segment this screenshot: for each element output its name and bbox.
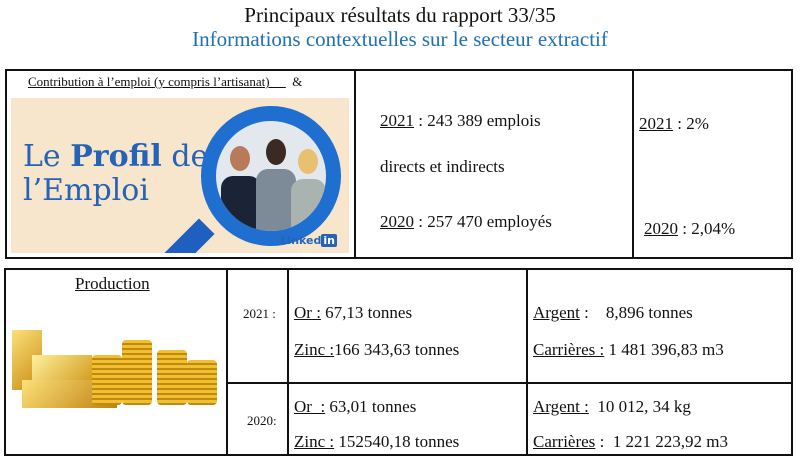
employment-heading-row: Contribution à l’emploi (y compris l’art… xyxy=(28,74,302,90)
production-heading-cell: Production xyxy=(75,274,150,294)
employment-heading: Contribution à l’emploi (y compris l’art… xyxy=(28,74,270,89)
gold-bars-coins-image xyxy=(12,325,217,410)
gold-2020: Or : 63,01 tonnes xyxy=(294,397,417,416)
linkedin-logo: Linked in xyxy=(280,234,337,247)
share-2021: 2021 : 2% xyxy=(639,114,709,133)
row-divider xyxy=(226,382,793,384)
linkedin-profile-image: Le Profil de l’Emploi Linked in xyxy=(11,98,349,253)
zinc-2020: Zinc : 152540,18 tonnes xyxy=(294,432,460,451)
employment-2020: 2020 : 257 470 employés xyxy=(380,212,552,231)
page-subtitle: Informations contextuelles sur le secteu… xyxy=(192,27,608,51)
column-divider xyxy=(226,268,228,456)
silver-2020: Argent : 10 012, 34 kg xyxy=(533,397,691,416)
employment-2021-detail: directs et indirects xyxy=(380,157,505,176)
magnifier-handle-icon xyxy=(149,218,215,253)
employment-heading-suffix: & xyxy=(292,74,303,89)
quarries-2020: Carrières : 1 221 223,92 m3 xyxy=(533,432,729,451)
silver-2021: Argent : 8,896 tonnes xyxy=(533,303,693,322)
year-2021: 2021 : xyxy=(243,306,276,321)
quarries-2021: Carrières : 1 481 396,83 m3 xyxy=(533,340,724,359)
column-divider xyxy=(287,268,289,456)
year-2020: 2020: xyxy=(247,413,277,428)
employment-table xyxy=(5,69,793,259)
zinc-2021: Zinc :166 343,63 tonnes xyxy=(294,340,460,359)
employment-2021: 2021 : 243 389 emplois xyxy=(380,111,541,130)
magnifier-icon xyxy=(201,106,341,246)
column-divider xyxy=(526,268,528,456)
column-divider xyxy=(354,69,356,259)
page-title: Principaux résultats du rapport 33/35 xyxy=(244,3,556,27)
gold-2021: Or : 67,13 tonnes xyxy=(294,303,413,322)
share-2020: 2020 : 2,04% xyxy=(644,219,736,238)
column-divider xyxy=(632,69,634,259)
production-table xyxy=(4,268,793,456)
banner-title: Le Profil de l’Emploi xyxy=(23,139,209,208)
production-heading: Production xyxy=(75,274,150,293)
